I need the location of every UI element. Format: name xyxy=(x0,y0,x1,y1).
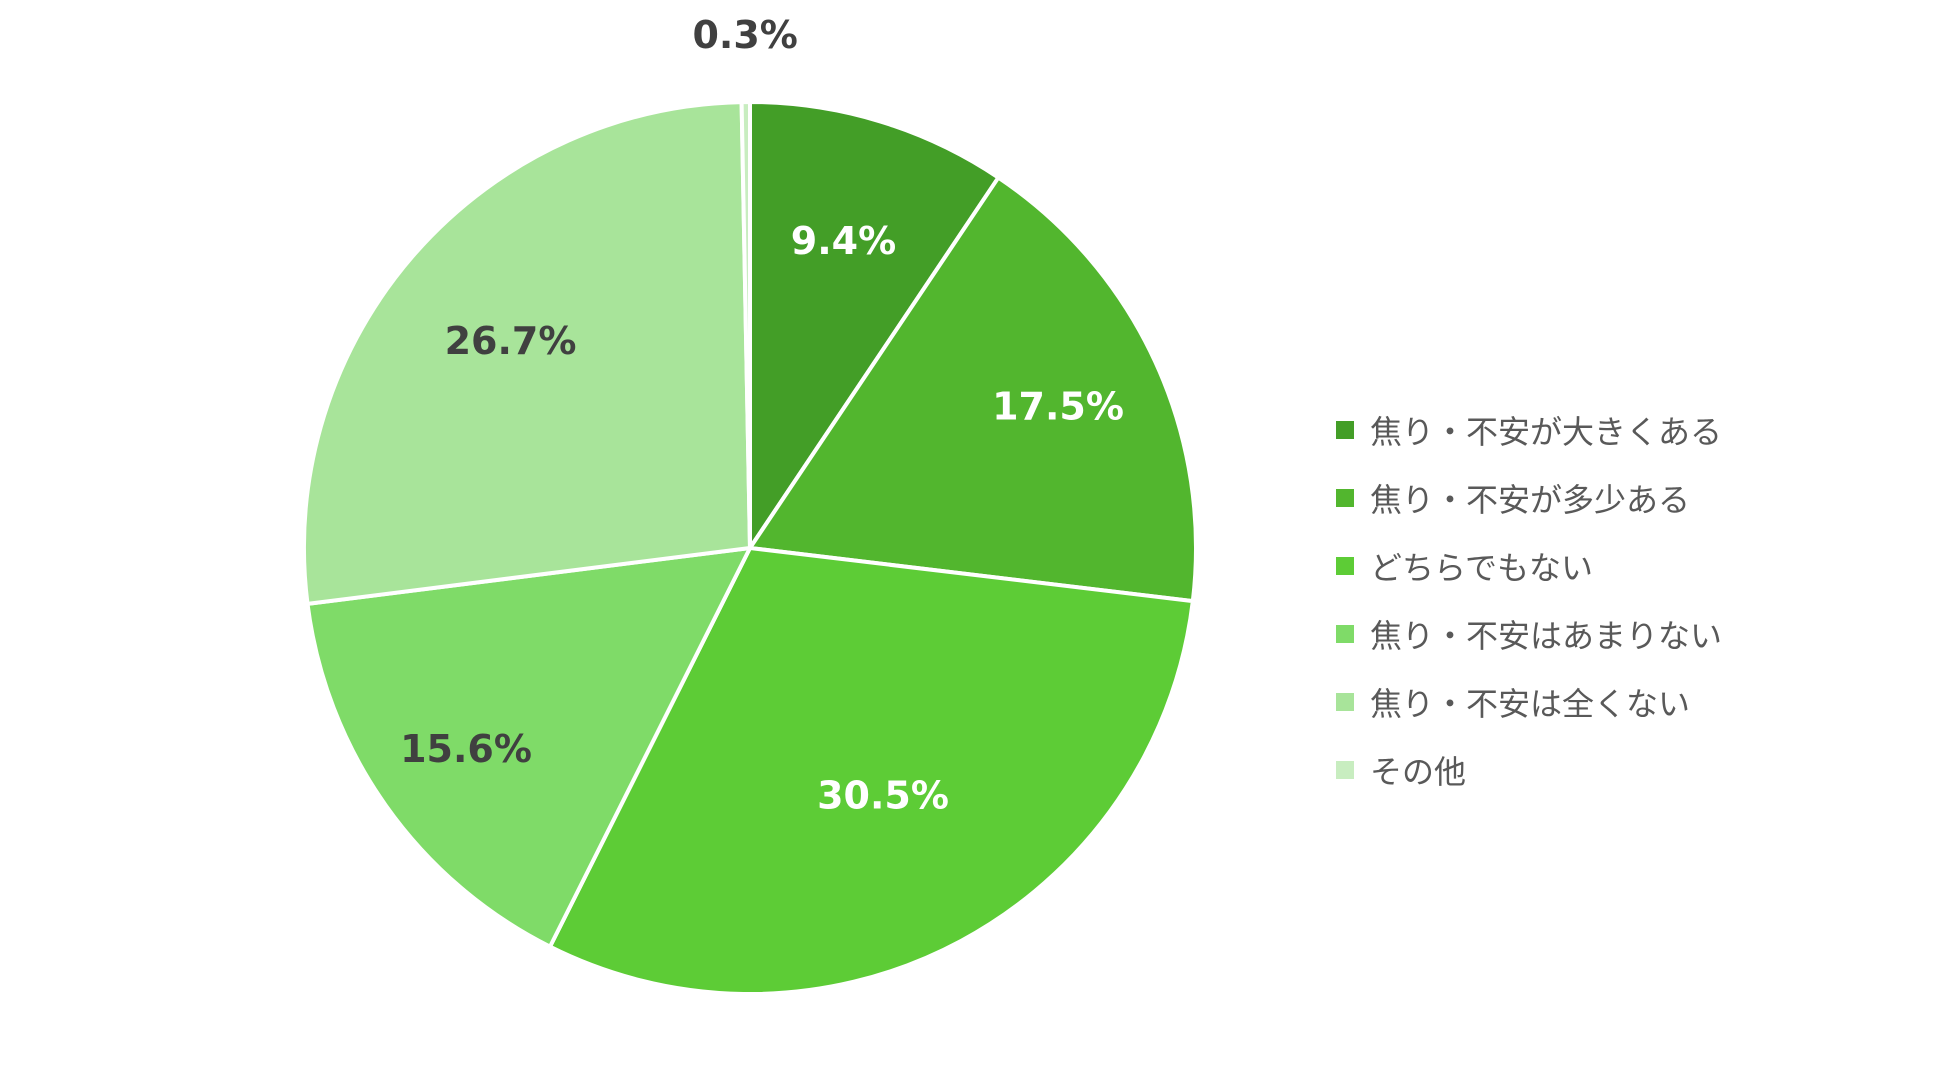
legend-item: 焦り・不安が多少ある xyxy=(1336,464,1896,532)
pie-slice xyxy=(548,546,1195,996)
legend-item: その他 xyxy=(1336,736,1896,804)
legend-label: どちらでもない xyxy=(1370,549,1594,587)
data-label: 0.3% xyxy=(692,13,797,57)
legend-label: 焦り・不安はあまりない xyxy=(1370,617,1723,655)
legend-swatch xyxy=(1336,421,1354,439)
legend-item: 焦り・不安は全くない xyxy=(1336,668,1896,736)
legend-swatch xyxy=(1336,761,1354,779)
pie-slice xyxy=(305,546,752,949)
legend-label: 焦り・不安は全くない xyxy=(1370,685,1691,723)
pie-slice xyxy=(739,99,752,550)
legend-item: 焦り・不安が大きくある xyxy=(1336,396,1896,464)
pie-slice xyxy=(748,175,1199,604)
pie-slice xyxy=(748,100,1001,550)
legend-swatch xyxy=(1336,489,1354,507)
legend-item: 焦り・不安はあまりない xyxy=(1336,600,1896,668)
legend-item: どちらでもない xyxy=(1336,532,1896,600)
legend-label: 焦り・不安が多少ある xyxy=(1370,481,1691,519)
legend: 焦り・不安が大きくある 焦り・不安が多少ある どちらでもない焦り・不安はあまりない焦… xyxy=(1336,396,1896,804)
data-label: 17.5% xyxy=(992,385,1124,429)
legend-swatch xyxy=(1336,557,1354,575)
pie-slice xyxy=(302,100,752,606)
legend-label: その他 xyxy=(1370,753,1467,791)
data-label: 30.5% xyxy=(817,773,949,817)
data-label: 9.4% xyxy=(791,219,896,263)
data-label: 15.6% xyxy=(400,727,532,771)
legend-swatch xyxy=(1336,625,1354,643)
legend-label: 焦り・不安が大きくある xyxy=(1370,413,1723,451)
data-label: 26.7% xyxy=(445,319,577,363)
legend-swatch xyxy=(1336,693,1354,711)
